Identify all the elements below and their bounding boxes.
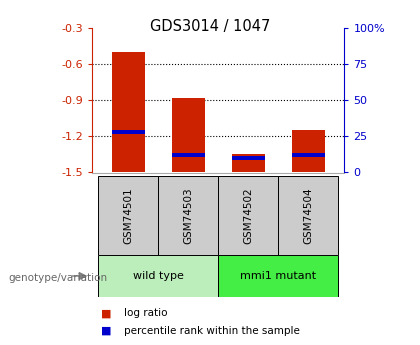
Text: log ratio: log ratio [124, 308, 168, 318]
Bar [112, 130, 145, 134]
Bar [218, 176, 278, 255]
Text: GSM74501: GSM74501 [123, 187, 134, 244]
Bar [158, 176, 218, 255]
Text: genotype/variation: genotype/variation [8, 273, 108, 283]
Bar [172, 153, 205, 157]
Text: GDS3014 / 1047: GDS3014 / 1047 [150, 19, 270, 34]
Bar [292, 153, 325, 157]
Bar [112, 52, 145, 172]
Bar [98, 176, 158, 255]
Bar [98, 255, 218, 297]
Bar [232, 155, 265, 172]
Bar [218, 255, 339, 297]
Text: percentile rank within the sample: percentile rank within the sample [124, 326, 300, 335]
Text: ■: ■ [101, 308, 111, 318]
Bar [292, 130, 325, 172]
Text: ■: ■ [101, 326, 111, 335]
Text: GSM74503: GSM74503 [184, 187, 193, 244]
Text: mmi1 mutant: mmi1 mutant [240, 271, 316, 281]
Bar [278, 176, 339, 255]
Text: GSM74504: GSM74504 [303, 187, 313, 244]
Bar [232, 156, 265, 160]
Bar [172, 98, 205, 172]
Text: GSM74502: GSM74502 [244, 187, 253, 244]
Text: wild type: wild type [133, 271, 184, 281]
